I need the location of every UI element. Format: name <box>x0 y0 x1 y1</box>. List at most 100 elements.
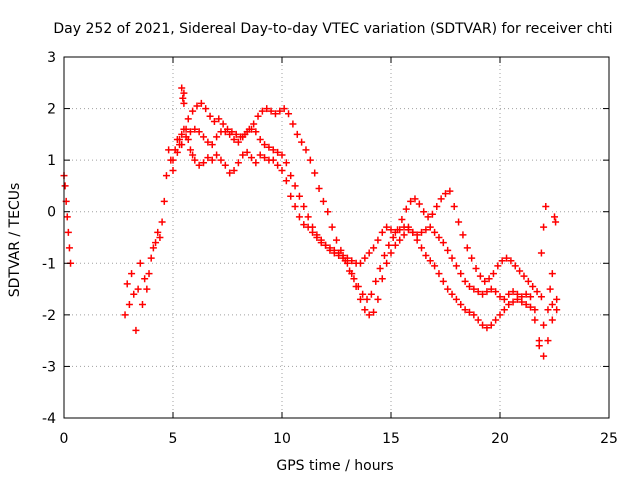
data-point <box>468 254 476 262</box>
data-point <box>141 275 149 283</box>
data-point <box>418 244 426 252</box>
data-point <box>500 295 508 303</box>
data-point <box>221 161 229 169</box>
data-point <box>518 298 526 306</box>
data-point <box>346 267 354 275</box>
data-point <box>529 282 537 290</box>
data-point <box>152 239 160 247</box>
data-point <box>535 342 543 350</box>
data-point <box>254 112 262 120</box>
data-point <box>548 301 556 309</box>
data-point <box>553 295 561 303</box>
data-point <box>206 112 214 120</box>
data-point <box>145 270 153 278</box>
data-point <box>278 151 286 159</box>
data-point <box>465 308 473 316</box>
data-point <box>546 285 554 293</box>
data-point <box>210 117 218 125</box>
data-point <box>513 295 521 303</box>
data-point <box>457 270 465 278</box>
data-point <box>256 136 264 144</box>
data-point <box>376 264 384 272</box>
data-point <box>247 154 255 162</box>
data-point <box>553 306 561 314</box>
data-point <box>291 203 299 211</box>
data-point <box>234 159 242 167</box>
data-point <box>494 262 502 270</box>
data-point <box>295 213 303 221</box>
data-point <box>420 208 428 216</box>
data-point <box>287 192 295 200</box>
data-point <box>359 290 367 298</box>
data-point <box>306 156 314 164</box>
data-point <box>503 254 511 262</box>
data-point <box>487 285 495 293</box>
data-point <box>433 203 441 211</box>
data-point <box>230 136 238 144</box>
data-point <box>552 218 560 226</box>
data-point <box>304 213 312 221</box>
data-point <box>465 282 473 290</box>
data-point <box>348 257 356 265</box>
data-point <box>313 231 321 239</box>
grid <box>64 57 609 418</box>
x-tick-label: 20 <box>491 431 509 447</box>
data-point <box>302 146 310 154</box>
data-point <box>485 275 493 283</box>
data-point <box>191 125 199 133</box>
data-point <box>409 228 417 236</box>
data-point <box>208 141 216 149</box>
data-point <box>435 234 443 241</box>
data-point <box>463 244 471 252</box>
data-point <box>328 223 336 231</box>
data-point <box>431 228 439 236</box>
data-point <box>162 172 170 180</box>
data-point <box>215 115 223 123</box>
data-point <box>370 308 378 316</box>
data-point <box>136 259 144 267</box>
data-point <box>269 156 277 164</box>
data-point <box>422 226 430 234</box>
y-axis-label: SDTVAR / TECUs <box>7 183 23 298</box>
data-point <box>208 156 216 164</box>
data-point <box>509 288 517 296</box>
data-point <box>400 231 408 239</box>
data-point <box>179 94 187 102</box>
data-point <box>180 99 188 107</box>
data-point <box>391 241 399 249</box>
data-point <box>479 290 487 298</box>
data-point <box>217 156 225 164</box>
data-point <box>125 301 133 309</box>
data-point <box>446 187 454 195</box>
data-point <box>65 244 73 252</box>
data-point <box>496 311 504 319</box>
data-point <box>439 239 447 247</box>
data-point <box>250 120 258 128</box>
data-point <box>300 203 308 211</box>
data-point <box>261 154 269 162</box>
data-point <box>374 295 382 303</box>
data-point <box>442 190 449 198</box>
data-point <box>402 205 410 213</box>
data-point <box>160 197 168 205</box>
data-point <box>411 195 419 203</box>
data-point <box>372 277 380 285</box>
data-point <box>444 285 452 293</box>
data-point <box>452 262 460 270</box>
data-point <box>389 234 397 241</box>
data-point <box>256 151 264 159</box>
data-point <box>213 151 221 159</box>
data-point <box>173 148 181 156</box>
x-axis-label: GPS time / hours <box>276 458 393 474</box>
data-point <box>470 311 478 319</box>
data-point <box>178 84 186 92</box>
data-point <box>361 254 369 262</box>
data-point <box>431 262 439 270</box>
data-point <box>274 148 282 156</box>
data-point <box>378 228 386 236</box>
data-point <box>180 125 188 133</box>
plot-frame <box>63 56 610 419</box>
data-point <box>154 228 162 236</box>
data-point <box>326 246 334 254</box>
y-tick-label: 1 <box>47 153 56 169</box>
